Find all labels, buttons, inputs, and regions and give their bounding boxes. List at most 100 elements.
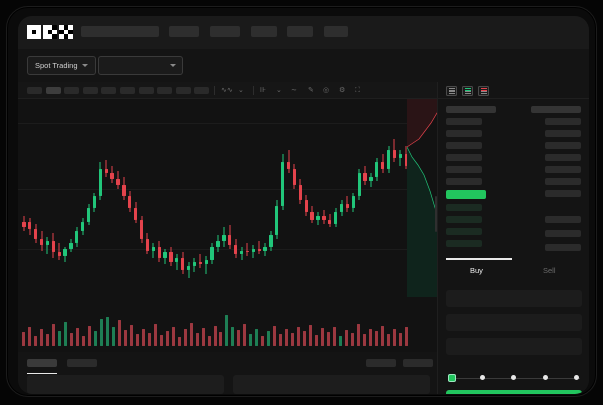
slider-stop-100[interactable] — [574, 375, 579, 380]
volume-bar — [177, 337, 181, 346]
candle — [269, 99, 273, 299]
order-price-input[interactable] — [446, 290, 582, 307]
slider-handle[interactable] — [448, 374, 456, 382]
gridline — [18, 123, 418, 124]
nav-item-3[interactable] — [251, 26, 277, 37]
candle — [245, 99, 250, 299]
orders-panel — [18, 352, 437, 394]
indicators-icon[interactable]: ∿∿ — [221, 87, 233, 94]
trading-mode-button[interactable]: Spot Trading — [27, 56, 96, 75]
orderbook-bid-row[interactable] — [446, 204, 482, 211]
orderbook-mid-price — [446, 190, 486, 199]
timeframe-1D[interactable] — [120, 87, 135, 94]
volume-bar — [118, 320, 121, 346]
volume-bar — [231, 326, 235, 346]
orderbook-ask-row[interactable] — [446, 142, 482, 149]
volume-bar — [129, 324, 133, 346]
candle — [298, 99, 302, 299]
orderbook-ask-row[interactable] — [446, 154, 482, 161]
timeframe-1m[interactable] — [27, 87, 42, 94]
panel-scrollbar[interactable] — [435, 196, 437, 232]
tab-sell[interactable]: Sell — [543, 266, 556, 275]
timeframe-5m[interactable] — [45, 87, 61, 94]
search-input[interactable] — [81, 26, 159, 37]
candle — [39, 99, 44, 299]
chevron-down-icon[interactable]: ⌄ — [276, 87, 282, 94]
candle — [122, 99, 126, 299]
orderbook-bid-row[interactable] — [446, 228, 482, 235]
order-total-input[interactable] — [446, 338, 582, 355]
timeframe-3M[interactable] — [175, 87, 191, 94]
candle — [198, 99, 202, 299]
orders-action-1[interactable] — [366, 359, 396, 367]
volume-bar — [261, 336, 265, 346]
pencil-icon[interactable]: ✎ — [308, 87, 314, 94]
nav-item-5[interactable] — [324, 26, 348, 37]
volume-bar — [213, 325, 217, 346]
active-tab-underline — [27, 372, 57, 374]
candle — [22, 99, 26, 299]
gridline — [18, 189, 418, 190]
orderbook-trade-panel: Buy Sell — [437, 82, 589, 394]
okx-logo[interactable] — [27, 25, 73, 39]
slider-stop-25[interactable] — [480, 375, 485, 380]
orderbook-both-icon[interactable] — [446, 86, 457, 96]
timeframe-1M[interactable] — [157, 87, 173, 94]
fullscreen-icon[interactable]: ⛶ — [355, 87, 360, 94]
orders-content-left — [27, 375, 224, 394]
volume-bar — [165, 330, 169, 346]
volume-bar — [88, 326, 92, 346]
nav-item-4[interactable] — [287, 26, 313, 37]
slider-stop-50[interactable] — [511, 375, 516, 380]
settings-icon[interactable]: ⚙ — [339, 87, 346, 94]
compare-icon[interactable]: ⊪ — [260, 87, 267, 94]
timeframe-15m[interactable] — [64, 87, 80, 94]
volume-bar — [100, 319, 104, 346]
nav-item-1[interactable] — [169, 26, 199, 37]
tab-buy[interactable]: Buy — [470, 266, 483, 275]
orders-action-2[interactable] — [403, 359, 433, 367]
orders-tab-1[interactable] — [27, 359, 57, 374]
timeframe-1Y[interactable] — [194, 87, 210, 94]
submit-order-button[interactable] — [446, 390, 582, 394]
timeframe-4H[interactable] — [101, 87, 117, 94]
volume-bar — [159, 335, 163, 346]
chevron-down-icon[interactable]: ⌄ — [238, 87, 244, 94]
orderbook-bid-row[interactable] — [446, 216, 482, 223]
timeframe-1W[interactable] — [138, 87, 154, 94]
volume-bar — [255, 328, 259, 346]
volume-bar — [291, 333, 295, 346]
orderbook-ask-row[interactable] — [446, 130, 482, 137]
candle — [292, 99, 297, 299]
candle — [204, 99, 208, 299]
camera-icon[interactable]: ◎ — [323, 87, 330, 94]
trade-form-tabs: Buy Sell — [438, 258, 589, 282]
volume-bar — [195, 333, 199, 346]
nav-item-2[interactable] — [210, 26, 240, 37]
slider-stop-75[interactable] — [543, 375, 548, 380]
volume-bar — [147, 332, 151, 346]
order-amount-input[interactable] — [446, 314, 582, 331]
trading-mode-label: Spot Trading — [35, 61, 78, 70]
volume-bar — [225, 315, 229, 346]
chevron-down-icon — [81, 64, 88, 67]
pair-selector[interactable] — [98, 56, 183, 75]
volume-bar — [28, 326, 32, 346]
amount-percent-slider[interactable] — [448, 374, 580, 382]
timeframe-1H[interactable] — [82, 87, 98, 94]
line-style-icon[interactable]: ∼ — [291, 87, 297, 94]
volume-bar — [374, 331, 378, 346]
candle — [398, 99, 402, 299]
candle — [139, 99, 144, 299]
orderbook-ask-row[interactable] — [446, 166, 482, 173]
orderbook-ask-row[interactable] — [446, 118, 482, 125]
orderbook-ask-size — [545, 130, 581, 137]
orderbook-ask-size — [545, 154, 581, 161]
orders-tab-2[interactable] — [67, 359, 97, 367]
orderbook-ask-row[interactable] — [446, 178, 482, 185]
orderbook-bid-row[interactable] — [446, 240, 482, 247]
candle — [75, 99, 79, 299]
candle — [163, 99, 167, 299]
orderbook-bids-icon[interactable] — [462, 86, 473, 96]
orderbook-asks-icon[interactable] — [478, 86, 489, 96]
